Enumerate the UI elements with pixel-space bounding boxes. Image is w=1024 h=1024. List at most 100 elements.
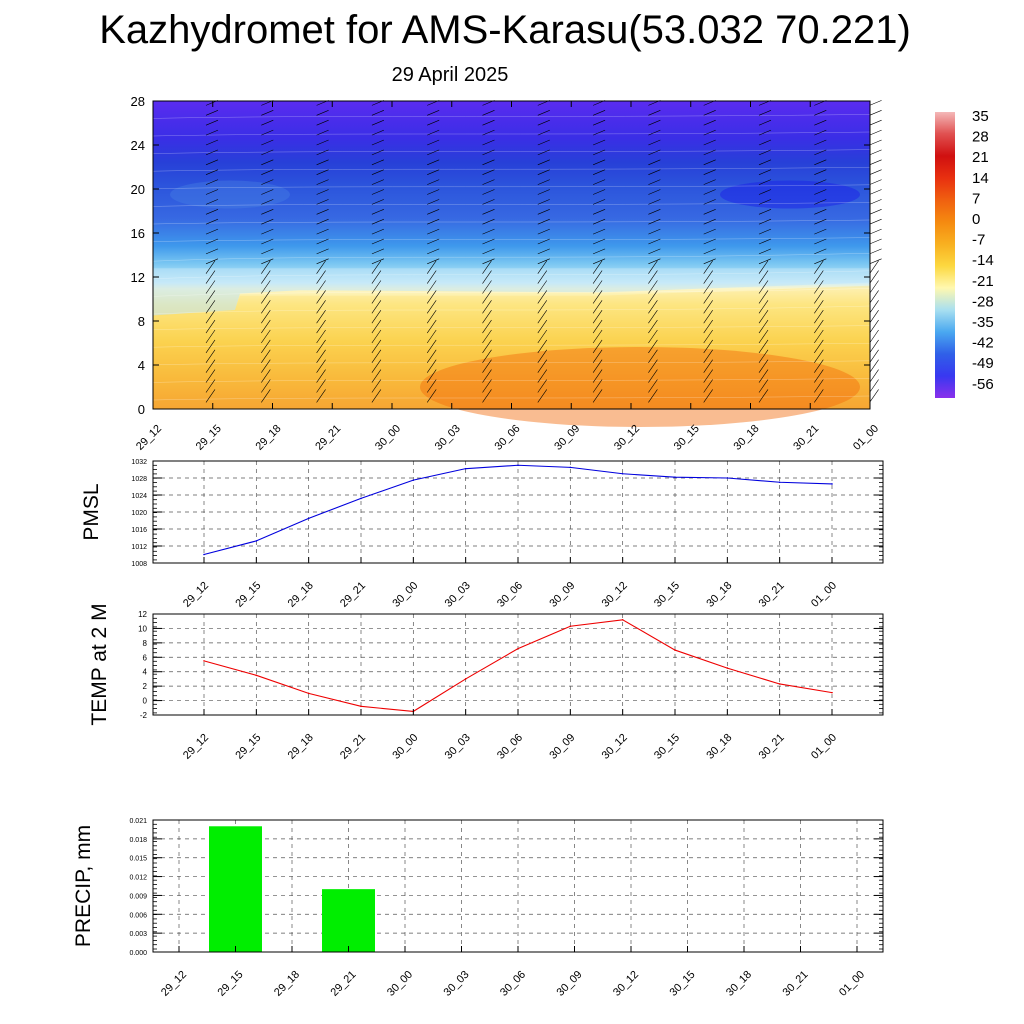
cold-core-overlay [720,180,860,209]
wind-barb [814,280,824,294]
wind-barb [758,310,769,324]
wind-barb [205,119,219,126]
wind-barb [703,329,713,344]
wind-barb [316,129,329,136]
wind-barb [648,319,658,334]
wind-barb [316,199,329,205]
wind-barb [426,359,437,373]
wind-barb [316,119,329,126]
y-tick-label: 0 [138,402,145,417]
wind-barb [371,290,382,304]
wind-barb [703,199,716,205]
wind-barb [758,199,772,205]
y-tick-label: 0.006 [129,912,147,919]
y-tick-label: 1032 [131,459,147,466]
y-tick-label: 8 [138,314,145,329]
data-point [726,667,729,669]
contour-line [152,325,871,330]
wind-barb [592,260,603,274]
wind-barb [316,139,329,146]
contour-line [152,378,871,383]
colorbar-label-56: -56 [972,376,994,393]
contour-line [152,131,871,137]
x-tick-label: 30_03 [442,969,472,999]
wind-barb [814,139,827,146]
wind-barb [371,310,382,324]
x-tick-label: 29_12 [181,732,211,762]
y-tick-label: -2 [140,711,148,720]
wind-barb [648,218,661,225]
wind-barb [648,179,661,185]
wind-barb [205,129,219,136]
wind-barb [427,159,440,166]
warm-layer-overlay [153,285,870,409]
wind-barb [261,260,271,274]
wind-barb [371,119,385,126]
contour-line [152,252,871,262]
wind-barb [261,369,271,383]
wind-barb [703,389,713,403]
wind-barb [869,179,882,185]
x-tick-label: 29_18 [272,969,302,999]
wind-barb [537,179,550,185]
x-tick-label: 29_15 [233,732,263,762]
wind-barb [869,209,882,215]
wind-barb [316,319,326,334]
wind-barb [371,339,382,354]
wind-barb [482,300,492,314]
x-tick-label: 30_03 [443,580,473,610]
wind-barb [758,189,772,195]
data-point [464,678,467,680]
wind-barb [316,349,326,363]
wind-barb [261,379,271,393]
wind-barb [814,159,827,166]
contour-line [152,114,871,119]
wind-barb [482,339,492,354]
wind-barb [537,159,550,166]
wind-barb [482,129,495,136]
wind-barb [758,339,769,354]
wind-barb [592,319,603,334]
colorbar-label-7: 7 [972,190,980,207]
wind-barb [814,389,824,403]
wind-barb [205,300,216,314]
wind-barb [316,310,326,324]
wind-barb [316,379,326,393]
chart-title: Kazhydromet for AMS-Karasu(53.032 70.221… [99,8,911,52]
wind-barb [648,139,661,146]
wind-barb [205,319,216,334]
x-tick-label: 30_00 [373,423,403,453]
wind-barb [648,159,661,166]
wind-barb [482,110,495,116]
wind-barb [537,209,550,215]
temp-at-2-m-axis-label: TEMP at 2 M [88,603,111,725]
x-tick-label: 30_21 [757,732,787,762]
wind-barb [592,169,606,175]
wind-barb [261,218,274,225]
wind-barb [371,258,385,265]
contour-line [152,184,871,190]
wind-barb [482,209,495,215]
wind-barb [316,290,326,304]
wind-barb [758,300,769,314]
wind-barb [205,310,216,324]
x-tick-label: 29_12 [134,423,164,453]
wind-barb [316,209,329,215]
x-tick-label: 30_15 [668,969,698,999]
wind-barb [703,179,716,185]
contour-line [152,166,871,172]
y-tick-label: 16 [131,226,145,241]
wind-barb [205,228,219,235]
wind-barb [869,270,879,284]
wind-barb [482,379,492,393]
wind-barb [537,290,548,304]
wind-barb [426,349,437,363]
wind-barb [814,300,824,314]
wind-barb [814,189,827,195]
wind-barb [426,290,437,304]
wind-barb [592,349,603,363]
wind-barb [758,238,772,245]
data-point [255,674,258,677]
x-tick-label: 29_21 [329,969,359,999]
wind-barb [869,218,882,225]
